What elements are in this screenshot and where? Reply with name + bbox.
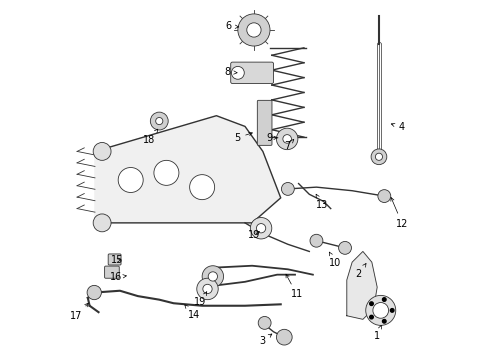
Text: 5: 5 bbox=[234, 132, 252, 143]
Text: 8: 8 bbox=[225, 67, 237, 77]
Circle shape bbox=[118, 167, 143, 193]
Circle shape bbox=[87, 285, 101, 300]
Text: 10: 10 bbox=[329, 252, 341, 268]
Text: 9: 9 bbox=[266, 133, 278, 143]
Text: 17: 17 bbox=[70, 303, 88, 321]
Circle shape bbox=[208, 272, 218, 281]
Polygon shape bbox=[347, 251, 377, 319]
Circle shape bbox=[383, 319, 386, 323]
Circle shape bbox=[370, 302, 373, 305]
Text: 16: 16 bbox=[110, 272, 126, 282]
Text: 11: 11 bbox=[286, 274, 303, 299]
Text: 15: 15 bbox=[111, 255, 123, 265]
Circle shape bbox=[373, 302, 389, 318]
Text: 18: 18 bbox=[143, 129, 158, 145]
Circle shape bbox=[154, 160, 179, 185]
Text: 1: 1 bbox=[374, 325, 382, 342]
Circle shape bbox=[93, 143, 111, 160]
Text: 7: 7 bbox=[284, 139, 294, 151]
Circle shape bbox=[203, 284, 212, 294]
Circle shape bbox=[197, 278, 218, 300]
Circle shape bbox=[150, 112, 168, 130]
Circle shape bbox=[250, 217, 272, 239]
Text: 14: 14 bbox=[185, 305, 200, 320]
Text: 3: 3 bbox=[259, 334, 272, 346]
Circle shape bbox=[247, 23, 261, 37]
Text: 4: 4 bbox=[392, 122, 405, 132]
Circle shape bbox=[276, 329, 292, 345]
Polygon shape bbox=[95, 116, 281, 223]
Circle shape bbox=[310, 234, 323, 247]
Circle shape bbox=[378, 190, 391, 203]
Circle shape bbox=[339, 242, 351, 254]
FancyBboxPatch shape bbox=[257, 100, 272, 145]
Circle shape bbox=[156, 117, 163, 125]
Text: 2: 2 bbox=[355, 264, 366, 279]
FancyBboxPatch shape bbox=[231, 62, 273, 84]
Circle shape bbox=[283, 135, 292, 143]
Circle shape bbox=[238, 14, 270, 46]
Text: 12: 12 bbox=[391, 198, 408, 229]
Circle shape bbox=[281, 183, 294, 195]
Circle shape bbox=[371, 149, 387, 165]
Circle shape bbox=[276, 128, 298, 150]
Circle shape bbox=[93, 214, 111, 232]
Text: 19: 19 bbox=[248, 230, 260, 240]
Circle shape bbox=[375, 153, 383, 160]
Circle shape bbox=[391, 309, 394, 312]
Text: 6: 6 bbox=[226, 21, 239, 31]
Circle shape bbox=[258, 316, 271, 329]
Circle shape bbox=[190, 175, 215, 200]
Circle shape bbox=[366, 296, 396, 325]
FancyBboxPatch shape bbox=[108, 254, 121, 265]
Circle shape bbox=[370, 315, 373, 319]
Circle shape bbox=[383, 298, 386, 301]
Text: 13: 13 bbox=[316, 194, 328, 210]
Circle shape bbox=[202, 266, 223, 287]
Circle shape bbox=[231, 66, 245, 79]
FancyBboxPatch shape bbox=[104, 266, 119, 278]
Text: 19: 19 bbox=[194, 292, 207, 307]
Circle shape bbox=[256, 224, 266, 233]
